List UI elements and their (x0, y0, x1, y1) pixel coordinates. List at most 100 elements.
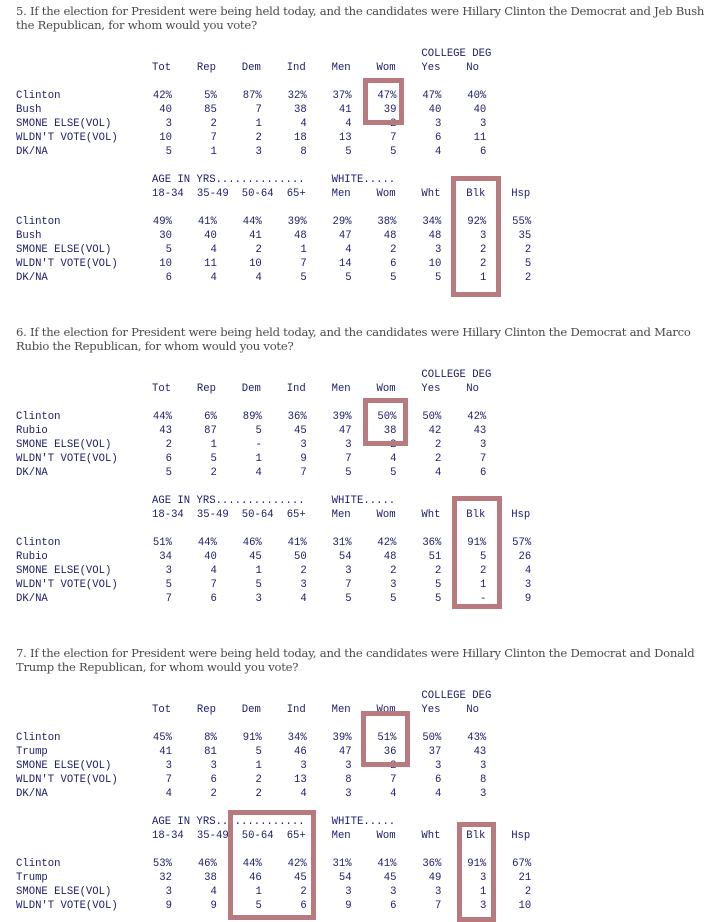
table-cell: 2 (435, 565, 442, 577)
table-cell: 2 (390, 760, 397, 772)
column-header: Dem (241, 704, 261, 716)
row-label: WLDN'T VOTE(VOL) (16, 579, 118, 591)
table-cell: 34% (422, 216, 442, 228)
table-cell: 18 (293, 132, 307, 144)
table-cell: 3 (479, 230, 487, 242)
table-cell: 4 (210, 565, 217, 577)
column-header: Men (331, 383, 351, 395)
table-cell: 2 (524, 272, 532, 284)
group-header-college-deg: COLLEGE DEG (421, 369, 492, 381)
table-cell: 6 (390, 900, 397, 912)
table-cell: 7 (300, 258, 307, 270)
column-header: Tot (152, 62, 172, 74)
table-cell: 1 (479, 272, 487, 284)
column-header: Men (331, 830, 351, 842)
group-header-white: WHITE..... (331, 174, 396, 186)
table-cell: 3 (479, 760, 487, 772)
table-cell: 2 (255, 774, 262, 786)
table-cell: 5 (165, 244, 172, 256)
row-label: Trump (16, 746, 48, 758)
table-cell: 4 (255, 467, 262, 479)
table-cell: 1 (255, 886, 262, 898)
table-cell: 4 (524, 565, 532, 577)
table-cell: 5 (255, 746, 262, 758)
table-cell: 2 (390, 244, 397, 256)
table-cell: 4 (210, 272, 217, 284)
table-cell: 51% (377, 732, 397, 744)
table-cell: 21 (518, 872, 532, 884)
table-cell: 1 (255, 118, 262, 130)
column-header: Blk (466, 509, 486, 521)
column-header: No (466, 62, 480, 74)
row-label: WLDN'T VOTE(VOL) (16, 774, 118, 786)
table-cell: 11 (204, 258, 217, 270)
table-cell: 7 (479, 453, 487, 465)
column-header: No (466, 704, 480, 716)
table-cell: 3 (524, 579, 532, 591)
column-header: 18-34 (152, 509, 184, 521)
table-cell: 5 (165, 579, 172, 591)
table-cell: 35 (518, 230, 532, 242)
table-cell: 46 (249, 872, 262, 884)
table-cell: 3 (435, 760, 442, 772)
table-cell: 50% (422, 411, 442, 423)
table-cell: 2 (210, 118, 217, 130)
table-cell: 43 (473, 425, 487, 437)
table-cell: 5 (479, 551, 487, 563)
table-cell: 3 (165, 886, 172, 898)
table-cell: 10 (428, 258, 442, 270)
table-cell: 5 (345, 467, 352, 479)
group-header-white: WHITE..... (331, 816, 396, 828)
table-cell: 2 (479, 258, 487, 270)
table-cell: 7 (255, 104, 262, 116)
column-header: 65+ (286, 509, 306, 521)
table-cell: 37 (428, 746, 442, 758)
group-header-age: AGE IN YRS.............. (152, 174, 305, 186)
table-cell: 42 (428, 425, 442, 437)
table-cell: 1 (255, 453, 262, 465)
table-cell: 41% (287, 537, 307, 549)
row-label: SMONE ELSE(VOL) (16, 565, 112, 577)
table-cell: 57% (512, 537, 532, 549)
table-cell: 1 (255, 760, 262, 772)
column-header: Wom (376, 830, 396, 842)
group-header-college-deg: COLLEGE DEG (421, 48, 492, 60)
column-header: Blk (466, 830, 486, 842)
table-cell: 3 (479, 788, 487, 800)
table-cell: 6 (165, 272, 172, 284)
table-cell: 47 (338, 230, 352, 242)
table-cell: 7 (165, 774, 172, 786)
table-cell: 4 (345, 244, 352, 256)
table-cell: 41 (159, 746, 172, 758)
table-cell: 50% (422, 732, 442, 744)
table-cell: 5 (390, 146, 397, 158)
table-cell: 5 (345, 146, 352, 158)
column-header: Hsp (511, 188, 531, 200)
table-cell: 7 (165, 593, 172, 605)
table-cell: 50 (293, 551, 307, 563)
table-cell: 2 (479, 565, 487, 577)
table-cell: 3 (255, 146, 262, 158)
table-cell: 46 (293, 746, 307, 758)
table-cell: 4 (390, 788, 397, 800)
table-cell: 1 (300, 244, 307, 256)
table-cell: 3 (345, 886, 352, 898)
table-cell: 5% (204, 90, 217, 102)
column-header: Men (331, 704, 351, 716)
table-cell: 3 (255, 593, 262, 605)
column-header: Ind (286, 704, 306, 716)
table-cell: 1 (210, 439, 217, 451)
column-header: Tot (152, 383, 172, 395)
row-label: Clinton (16, 537, 61, 549)
table-cell: 2 (255, 244, 262, 256)
table-cell: 10 (518, 900, 532, 912)
table-cell: 48 (383, 551, 397, 563)
column-header: Wht (421, 509, 441, 521)
column-header: Wht (421, 830, 441, 842)
column-header: 50-64 (241, 188, 274, 200)
table-cell: 87% (242, 90, 262, 102)
table-cell: 91% (242, 732, 262, 744)
row-label: WLDN'T VOTE(VOL) (16, 453, 118, 465)
row-label: WLDN'T VOTE(VOL) (16, 900, 118, 912)
table-cell: 5 (390, 272, 397, 284)
